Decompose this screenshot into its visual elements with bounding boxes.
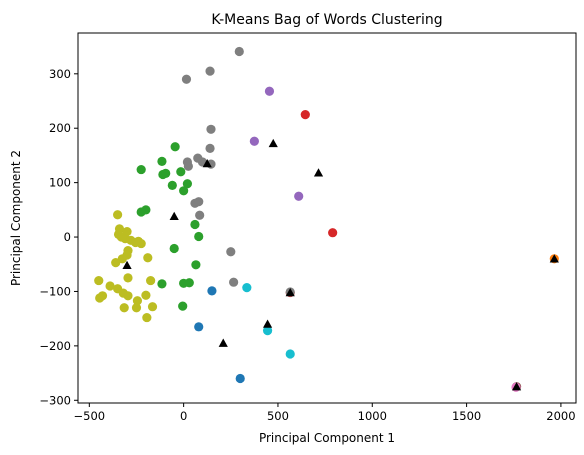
scatter-point xyxy=(194,322,203,331)
scatter-point xyxy=(98,291,107,300)
x-axis-label: Principal Component 1 xyxy=(259,431,395,445)
scatter-point xyxy=(123,291,132,300)
y-tick-label: 300 xyxy=(49,67,71,81)
scatter-point xyxy=(137,165,146,174)
scatter-point xyxy=(226,247,235,256)
scatter-point xyxy=(171,142,180,151)
y-tick-label: 100 xyxy=(49,176,71,190)
x-tick-label: 0 xyxy=(180,409,187,423)
scatter-point xyxy=(94,276,103,285)
scatter-point xyxy=(132,303,141,312)
scatter-point xyxy=(294,192,303,201)
scatter-point xyxy=(170,244,179,253)
scatter-point xyxy=(194,232,203,241)
scatter-point xyxy=(113,210,122,219)
scatter-point xyxy=(185,278,194,287)
scatter-point xyxy=(207,286,216,295)
y-tick-label: −200 xyxy=(39,339,71,353)
x-tick-label: 1500 xyxy=(452,409,481,423)
scatter-point xyxy=(191,260,200,269)
scatter-point xyxy=(194,197,203,206)
scatter-point xyxy=(193,154,202,163)
scatter-point xyxy=(195,211,204,220)
x-tick-label: 2000 xyxy=(546,409,575,423)
scatter-point xyxy=(182,75,191,84)
scatter-point xyxy=(146,276,155,285)
scatter-point xyxy=(176,167,185,176)
scatter-point xyxy=(137,239,146,248)
scatter-point xyxy=(242,283,251,292)
scatter-point xyxy=(183,179,192,188)
x-tick-label: 1000 xyxy=(358,409,387,423)
scatter-point xyxy=(141,291,150,300)
scatter-point xyxy=(235,47,244,56)
scatter-point xyxy=(328,228,337,237)
y-axis-label: Principal Component 2 xyxy=(9,150,23,286)
y-tick-label: −100 xyxy=(39,284,71,298)
scatter-point xyxy=(301,110,310,119)
scatter-point xyxy=(286,349,295,358)
scatter-point xyxy=(161,169,170,178)
y-tick-label: 200 xyxy=(49,121,71,135)
scatter-point xyxy=(123,273,132,282)
x-tick-label: −500 xyxy=(74,409,106,423)
chart-title: K-Means Bag of Words Clustering xyxy=(211,12,442,28)
scatter-point xyxy=(190,220,199,229)
scatter-point xyxy=(236,374,245,383)
scatter-point xyxy=(148,302,157,311)
scatter-point xyxy=(206,125,215,134)
scatter-point xyxy=(142,313,151,322)
scatter-point xyxy=(184,162,193,171)
scatter-point xyxy=(143,253,152,262)
scatter-point xyxy=(265,87,274,96)
y-tick-label: 0 xyxy=(64,230,71,244)
scatter-point xyxy=(157,157,166,166)
scatter-point xyxy=(111,258,120,267)
scatter-point xyxy=(205,66,214,75)
scatter-point xyxy=(250,137,259,146)
scatter-point xyxy=(168,181,177,190)
scatter-point xyxy=(178,302,187,311)
y-tick-label: −300 xyxy=(39,393,71,407)
scatter-point xyxy=(229,278,238,287)
scatter-point xyxy=(157,279,166,288)
scatter-point xyxy=(137,207,146,216)
scatter-point xyxy=(120,303,129,312)
x-tick-label: 500 xyxy=(267,409,289,423)
scatter-point xyxy=(205,144,214,153)
